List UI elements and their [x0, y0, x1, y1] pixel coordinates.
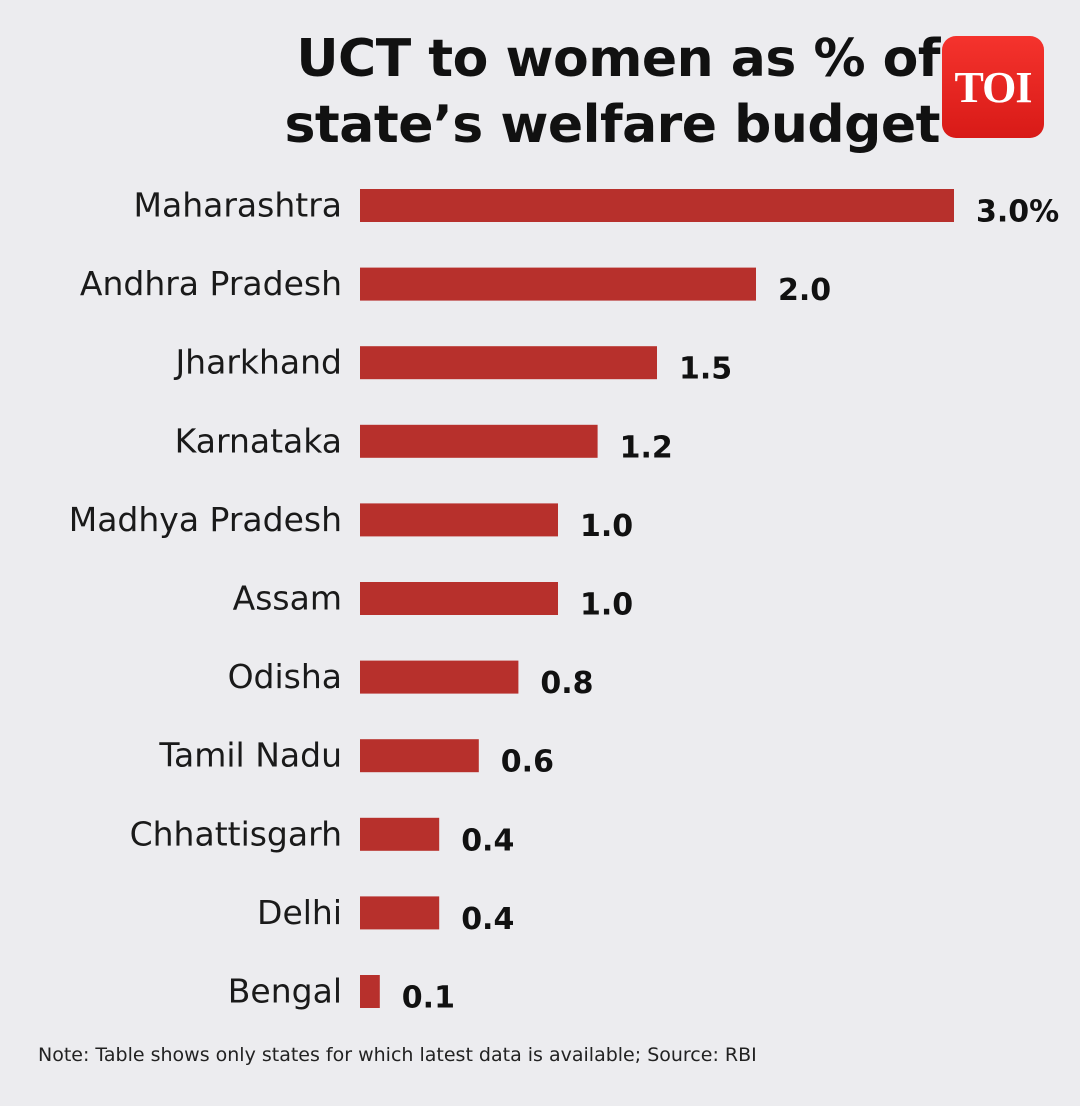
category-label: Odisha — [228, 657, 342, 696]
bar — [360, 896, 440, 930]
category-label: Assam — [233, 579, 342, 618]
bar — [360, 346, 657, 380]
value-label: 0.4 — [461, 823, 514, 858]
value-label: 1.2 — [620, 430, 673, 465]
bar — [360, 660, 519, 694]
bar — [360, 817, 440, 851]
logo-text: TOI — [954, 62, 1033, 112]
bar — [360, 503, 558, 537]
category-label: Andhra Pradesh — [80, 264, 342, 303]
bar — [360, 189, 954, 222]
value-label: 1.0 — [580, 509, 633, 544]
value-label: 0.4 — [461, 902, 514, 937]
value-label: 2.0 — [778, 273, 831, 308]
value-label: 1.0 — [580, 588, 633, 623]
title-line-2: state’s welfare budget — [284, 95, 940, 155]
category-label: Madhya Pradesh — [69, 500, 342, 539]
chart-title: UCT to women as % of state’s welfare bud… — [230, 26, 940, 158]
value-label: 0.6 — [501, 745, 554, 780]
title-line-1: UCT to women as % of — [296, 29, 940, 89]
value-label: 0.1 — [402, 981, 455, 1016]
category-label: Chhattisgarh — [130, 814, 342, 853]
category-label: Delhi — [257, 893, 342, 932]
category-label: Tamil Nadu — [158, 736, 342, 775]
bar — [360, 739, 479, 773]
value-label: 0.8 — [540, 666, 593, 701]
value-label: 3.0% — [976, 195, 1059, 230]
bar — [360, 975, 380, 1008]
category-label: Jharkhand — [173, 343, 342, 382]
toi-logo: TOI — [942, 36, 1044, 138]
bar — [360, 424, 598, 458]
category-label: Bengal — [228, 972, 342, 1011]
category-label: Maharashtra — [134, 186, 342, 225]
footnote: Note: Table shows only states for which … — [38, 1044, 757, 1066]
bar-chart: Maharashtra 3.0% Andhra Pradesh 2.0 Jharkhan… — [69, 186, 1059, 1016]
bar — [360, 582, 558, 615]
value-label: 1.5 — [679, 352, 732, 387]
category-label: Karnataka — [175, 421, 342, 460]
bar — [360, 267, 756, 301]
